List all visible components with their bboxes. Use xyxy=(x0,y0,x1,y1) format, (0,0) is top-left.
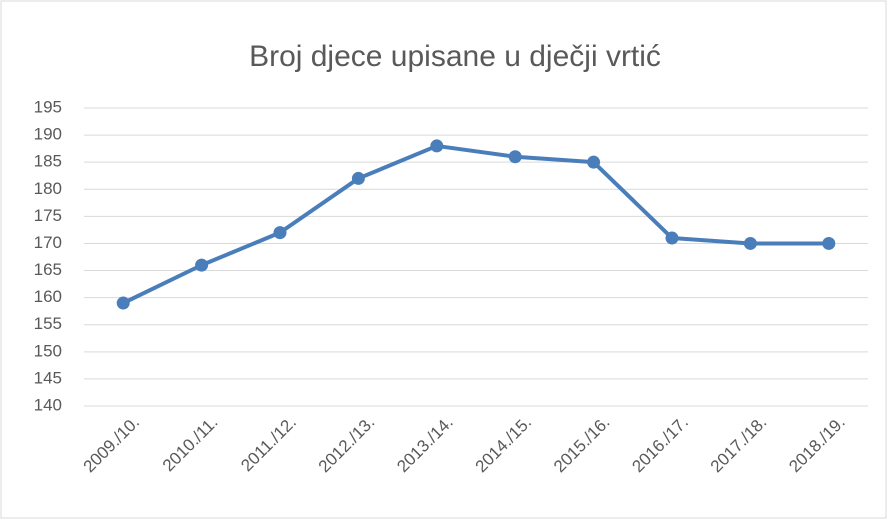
marker xyxy=(273,226,287,240)
marker xyxy=(508,150,522,164)
marker xyxy=(665,231,679,245)
marker xyxy=(195,258,209,272)
line xyxy=(122,143,829,305)
y-tick-label: 180 xyxy=(34,179,62,198)
y-tick-label: 140 xyxy=(34,395,62,414)
marker xyxy=(351,171,365,185)
marker xyxy=(587,155,601,169)
chart-title: Broj djece upisane u dječji vrtić xyxy=(249,40,661,73)
y-tick-label: 195 xyxy=(34,97,62,116)
marker xyxy=(743,236,757,250)
y-tick-label: 150 xyxy=(34,341,62,360)
y-tick-label: 185 xyxy=(34,152,62,171)
y-tick-label: 165 xyxy=(34,260,62,279)
marker xyxy=(822,236,836,250)
marker xyxy=(430,139,444,153)
y-tick-label: 175 xyxy=(34,206,62,225)
marker xyxy=(116,296,130,310)
y-tick-label: 160 xyxy=(34,287,62,306)
y-tick-label: 145 xyxy=(34,368,62,387)
y-tick-label: 155 xyxy=(34,314,62,333)
y-tick-label: 190 xyxy=(34,125,62,144)
y-tick-label: 170 xyxy=(34,233,62,252)
